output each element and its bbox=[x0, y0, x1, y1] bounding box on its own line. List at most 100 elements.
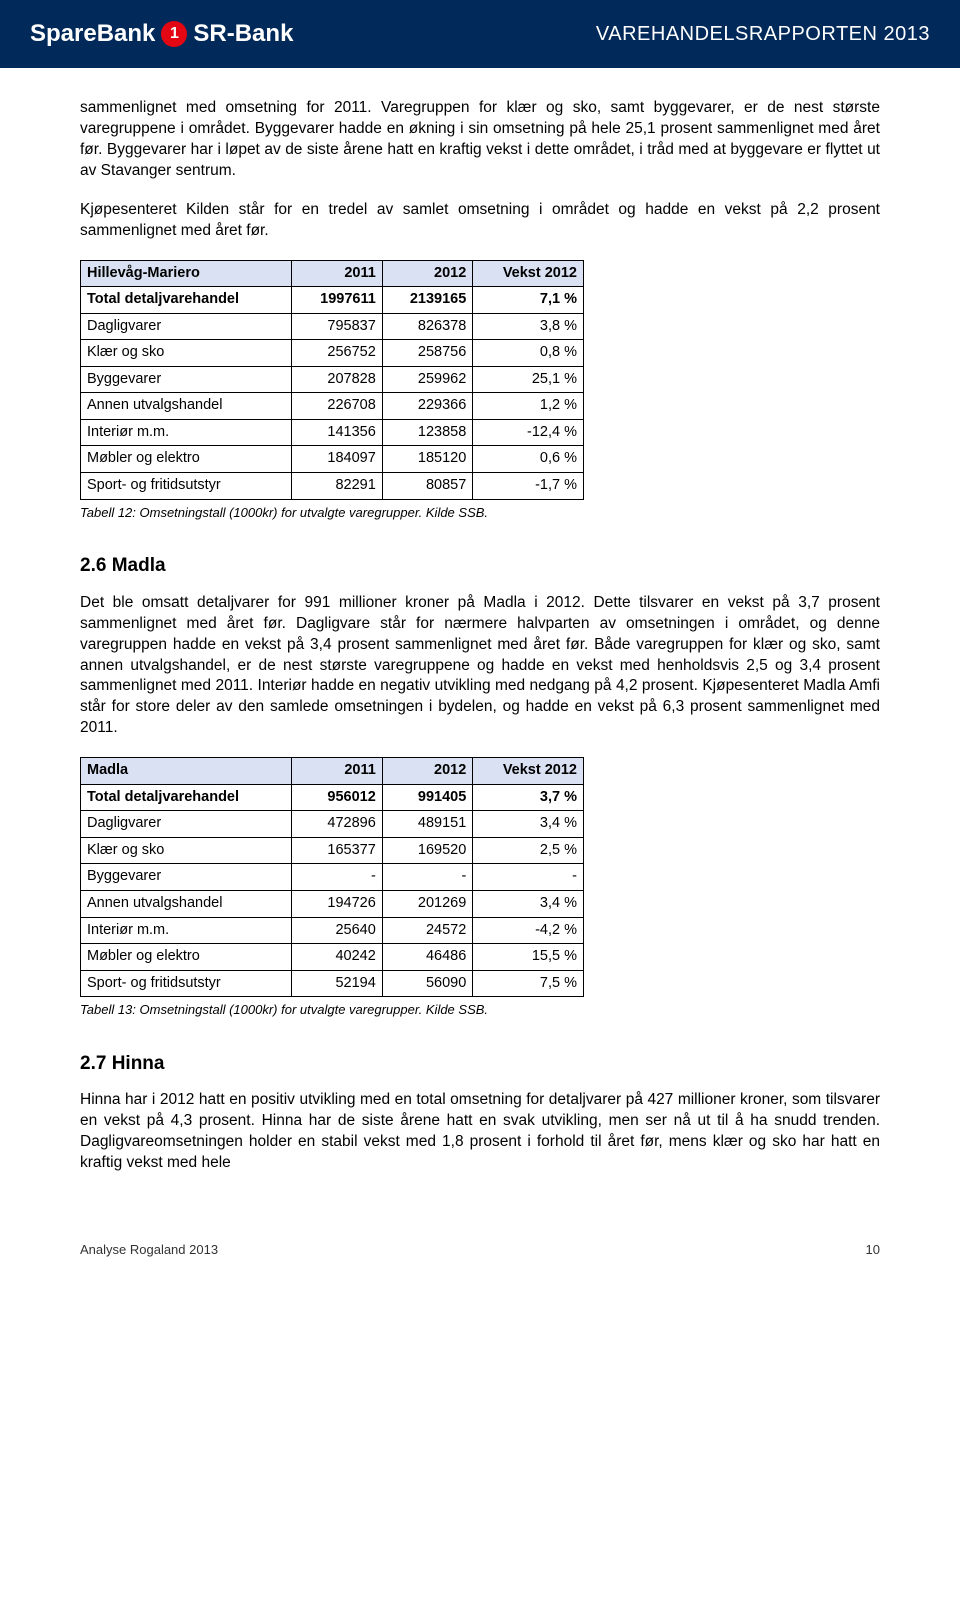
table-cell: 207828 bbox=[292, 366, 383, 393]
table-cell: 185120 bbox=[382, 446, 473, 473]
table-row: Sport- og fritidsutstyr52194560907,5 % bbox=[81, 970, 584, 997]
brand: SpareBank 1 SR-Bank bbox=[30, 20, 293, 48]
table-cell: Sport- og fritidsutstyr bbox=[81, 473, 292, 500]
table-cell: 826378 bbox=[382, 313, 473, 340]
table-cell: 3,7 % bbox=[473, 784, 584, 811]
table-row: Byggevarer--- bbox=[81, 864, 584, 891]
footer-page-number: 10 bbox=[866, 1242, 880, 1257]
table1-caption: Tabell 12: Omsetningstall (1000kr) for u… bbox=[80, 504, 880, 522]
heading-hinna: 2.7 Hinna bbox=[80, 1051, 880, 1077]
page-header: SpareBank 1 SR-Bank VAREHANDELSRAPPORTEN… bbox=[0, 0, 960, 68]
table-cell: 256752 bbox=[292, 340, 383, 367]
table-row: Dagligvarer7958378263783,8 % bbox=[81, 313, 584, 340]
table-cell: - bbox=[473, 864, 584, 891]
table1-title: Hillevåg-Mariero bbox=[81, 260, 292, 287]
table-cell: 24572 bbox=[382, 917, 473, 944]
table-cell: Møbler og elektro bbox=[81, 446, 292, 473]
table-cell: Dagligvarer bbox=[81, 313, 292, 340]
table-cell: 123858 bbox=[382, 419, 473, 446]
table-cell: 259962 bbox=[382, 366, 473, 393]
table1-body: Total detaljvarehandel199761121391657,1 … bbox=[81, 287, 584, 500]
table-row: Total detaljvarehandel199761121391657,1 … bbox=[81, 287, 584, 314]
table1-col-2012: 2012 bbox=[382, 260, 473, 287]
table-madla: Madla 2011 2012 Vekst 2012 Total detaljv… bbox=[80, 757, 584, 997]
table-cell: 141356 bbox=[292, 419, 383, 446]
table2-caption: Tabell 13: Omsetningstall (1000kr) for u… bbox=[80, 1001, 880, 1019]
table2-body: Total detaljvarehandel9560129914053,7 %D… bbox=[81, 784, 584, 997]
intro-paragraph-1: sammenlignet med omsetning for 2011. Var… bbox=[80, 98, 880, 182]
table-row: Dagligvarer4728964891513,4 % bbox=[81, 811, 584, 838]
table-cell: 7,5 % bbox=[473, 970, 584, 997]
table-row: Annen utvalgshandel1947262012693,4 % bbox=[81, 891, 584, 918]
table-cell: 229366 bbox=[382, 393, 473, 420]
table-cell: 184097 bbox=[292, 446, 383, 473]
table-cell: Interiør m.m. bbox=[81, 419, 292, 446]
table-cell: 991405 bbox=[382, 784, 473, 811]
table-row: Interiør m.m.2564024572-4,2 % bbox=[81, 917, 584, 944]
table-cell: 2,5 % bbox=[473, 837, 584, 864]
table-cell: 0,8 % bbox=[473, 340, 584, 367]
table-cell: 489151 bbox=[382, 811, 473, 838]
table2-col-vekst: Vekst 2012 bbox=[473, 758, 584, 785]
table-row: Klær og sko1653771695202,5 % bbox=[81, 837, 584, 864]
table-cell: 82291 bbox=[292, 473, 383, 500]
table2-col-2011: 2011 bbox=[292, 758, 383, 785]
page-content: sammenlignet med omsetning for 2011. Var… bbox=[0, 68, 960, 1232]
table-row: Møbler og elektro402424648615,5 % bbox=[81, 944, 584, 971]
brand-text-left: SpareBank bbox=[30, 20, 155, 48]
table-cell: Annen utvalgshandel bbox=[81, 891, 292, 918]
table1-col-vekst: Vekst 2012 bbox=[473, 260, 584, 287]
table-cell: 40242 bbox=[292, 944, 383, 971]
table-cell: -4,2 % bbox=[473, 917, 584, 944]
table-row: Møbler og elektro1840971851200,6 % bbox=[81, 446, 584, 473]
table-row: Sport- og fritidsutstyr8229180857-1,7 % bbox=[81, 473, 584, 500]
table-cell: 169520 bbox=[382, 837, 473, 864]
table2-col-2012: 2012 bbox=[382, 758, 473, 785]
intro-paragraph-2: Kjøpesenteret Kilden står for en tredel … bbox=[80, 200, 880, 242]
table-cell: 258756 bbox=[382, 340, 473, 367]
table-cell: Annen utvalgshandel bbox=[81, 393, 292, 420]
table-cell: Klær og sko bbox=[81, 837, 292, 864]
table-cell: Total detaljvarehandel bbox=[81, 784, 292, 811]
table-cell: 795837 bbox=[292, 313, 383, 340]
table-cell: 15,5 % bbox=[473, 944, 584, 971]
table-cell: Byggevarer bbox=[81, 864, 292, 891]
table-cell: 7,1 % bbox=[473, 287, 584, 314]
table-cell: 3,4 % bbox=[473, 891, 584, 918]
table-cell: 956012 bbox=[292, 784, 383, 811]
table-cell: 1,2 % bbox=[473, 393, 584, 420]
table-cell: 2139165 bbox=[382, 287, 473, 314]
table-cell: - bbox=[382, 864, 473, 891]
table-cell: 3,8 % bbox=[473, 313, 584, 340]
table-cell: -1,7 % bbox=[473, 473, 584, 500]
brand-logo-icon: 1 bbox=[161, 21, 187, 47]
table-cell: 201269 bbox=[382, 891, 473, 918]
table-cell: 0,6 % bbox=[473, 446, 584, 473]
page-footer: Analyse Rogaland 2013 10 bbox=[0, 1232, 960, 1277]
table-row: Total detaljvarehandel9560129914053,7 % bbox=[81, 784, 584, 811]
table-cell: 46486 bbox=[382, 944, 473, 971]
footer-left: Analyse Rogaland 2013 bbox=[80, 1242, 218, 1257]
table-cell: Møbler og elektro bbox=[81, 944, 292, 971]
madla-paragraph: Det ble omsatt detaljvarer for 991 milli… bbox=[80, 593, 880, 739]
table2-title: Madla bbox=[81, 758, 292, 785]
table-cell: 1997611 bbox=[292, 287, 383, 314]
table-cell: Total detaljvarehandel bbox=[81, 287, 292, 314]
table-cell: Interiør m.m. bbox=[81, 917, 292, 944]
table-cell: 52194 bbox=[292, 970, 383, 997]
table-cell: Klær og sko bbox=[81, 340, 292, 367]
table-row: Interiør m.m.141356123858-12,4 % bbox=[81, 419, 584, 446]
brand-text-right: SR-Bank bbox=[193, 20, 293, 48]
table-cell: 25,1 % bbox=[473, 366, 584, 393]
table-hillevag-mariero: Hillevåg-Mariero 2011 2012 Vekst 2012 To… bbox=[80, 260, 584, 500]
table-cell: 194726 bbox=[292, 891, 383, 918]
table-cell: 56090 bbox=[382, 970, 473, 997]
heading-madla: 2.6 Madla bbox=[80, 553, 880, 579]
table-cell: 472896 bbox=[292, 811, 383, 838]
table-row: Annen utvalgshandel2267082293661,2 % bbox=[81, 393, 584, 420]
table-cell: 3,4 % bbox=[473, 811, 584, 838]
table1-col-2011: 2011 bbox=[292, 260, 383, 287]
table-row: Klær og sko2567522587560,8 % bbox=[81, 340, 584, 367]
table-row: Byggevarer20782825996225,1 % bbox=[81, 366, 584, 393]
table-cell: Dagligvarer bbox=[81, 811, 292, 838]
